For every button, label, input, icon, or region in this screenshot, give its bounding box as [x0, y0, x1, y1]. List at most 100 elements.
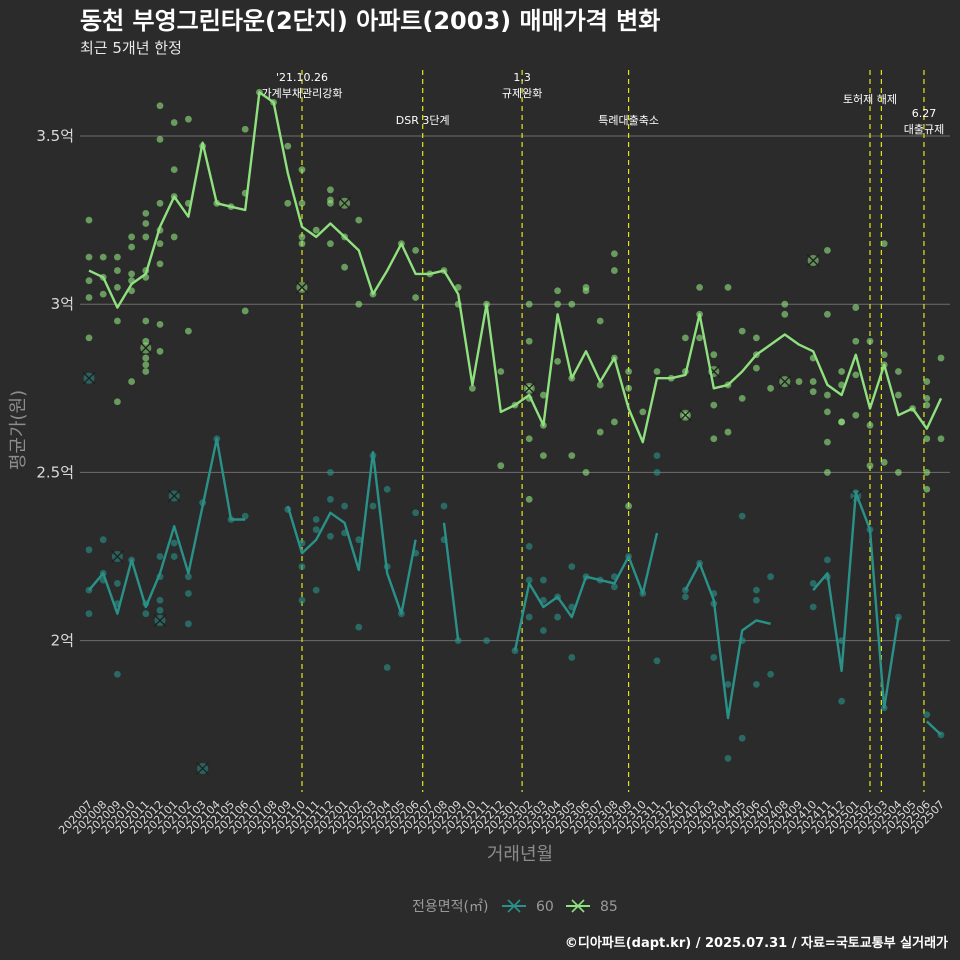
- point-85: [85, 253, 93, 261]
- point-85: [753, 334, 760, 342]
- point-85: [866, 337, 874, 345]
- point-60: [540, 627, 547, 634]
- point-85: [653, 368, 661, 375]
- point-60: [85, 610, 93, 618]
- point-60: [767, 670, 774, 678]
- point-85: [809, 388, 817, 396]
- point-85: [639, 408, 647, 416]
- point-85: [170, 166, 178, 174]
- point-85: [156, 320, 164, 328]
- point-85: [781, 300, 789, 308]
- point-85: [596, 317, 604, 325]
- point-85: [738, 395, 746, 402]
- point-85: [625, 502, 632, 510]
- point-60: [653, 469, 661, 476]
- point-85: [824, 408, 831, 416]
- point-85: [781, 310, 789, 318]
- point-85: [852, 337, 860, 345]
- point-85: [99, 253, 107, 261]
- event-label: 특례대출축소: [598, 114, 659, 127]
- point-85: [554, 358, 561, 365]
- point-60: [511, 647, 519, 655]
- point-60: [682, 593, 689, 601]
- point-85: [497, 368, 505, 375]
- point-85: [156, 240, 164, 248]
- marked-point-cross-icon: [806, 254, 820, 267]
- point-85: [114, 317, 121, 325]
- point-85: [540, 452, 547, 459]
- point-60: [142, 610, 150, 618]
- point-85: [724, 283, 732, 291]
- point-60: [185, 590, 192, 597]
- point-85: [85, 294, 93, 301]
- point-85: [625, 384, 632, 392]
- legend-item-85: 85: [566, 899, 618, 915]
- point-60: [611, 583, 618, 591]
- point-85: [156, 135, 164, 143]
- point-60: [738, 734, 746, 742]
- marked-point-cross-icon: [153, 613, 167, 627]
- point-85: [824, 438, 831, 446]
- point-85: [880, 240, 888, 248]
- point-85: [85, 216, 93, 224]
- point-60: [114, 580, 121, 587]
- event-label: 1.3: [513, 71, 531, 84]
- point-60: [383, 664, 391, 671]
- point-85: [880, 458, 888, 466]
- chart-title: 동천 부영그린타운(2단지) 아파트(2003) 매매가격 변화: [80, 7, 660, 35]
- y-axis-title: 평균가(원): [8, 390, 29, 470]
- point-85: [710, 351, 718, 359]
- point-60: [540, 576, 547, 584]
- point-60: [312, 516, 320, 523]
- point-85: [128, 378, 136, 385]
- point-60: [156, 606, 164, 614]
- point-60: [355, 536, 363, 544]
- point-85: [923, 378, 931, 385]
- marked-point-cross-icon: [139, 341, 153, 355]
- y-tick-label: 3.5억: [36, 127, 74, 145]
- point-85: [852, 304, 860, 311]
- point-60: [525, 543, 533, 550]
- point-85: [114, 253, 121, 261]
- event-label: 규제완화: [502, 87, 542, 100]
- point-85: [327, 199, 334, 207]
- event-label: 6.27: [912, 107, 937, 120]
- point-60: [525, 613, 533, 621]
- point-85: [923, 395, 931, 402]
- point-85: [923, 485, 931, 493]
- point-85: [824, 310, 831, 318]
- point-60: [327, 469, 334, 476]
- point-85: [412, 246, 419, 254]
- point-60: [753, 596, 760, 604]
- point-85: [895, 391, 902, 399]
- point-85: [596, 381, 604, 389]
- event-label: 가계부채관리강화: [262, 87, 343, 100]
- point-85: [554, 287, 561, 295]
- point-85: [937, 354, 945, 362]
- point-85: [852, 411, 860, 419]
- point-85: [525, 337, 533, 345]
- point-85: [824, 391, 831, 399]
- point-60: [738, 512, 746, 520]
- point-85: [312, 226, 320, 234]
- marked-point-cross-icon: [196, 761, 210, 775]
- point-60: [809, 580, 817, 587]
- legend-label-85: 85: [600, 899, 618, 915]
- point-85: [611, 418, 618, 426]
- point-85: [923, 469, 931, 476]
- point-85: [852, 371, 860, 379]
- marked-point-cross-icon: [167, 489, 181, 503]
- point-60: [114, 670, 121, 678]
- point-60: [312, 586, 320, 594]
- x-axis-title: 거래년월: [487, 844, 553, 865]
- y-tick-label: 3억: [51, 295, 74, 313]
- point-60: [327, 532, 334, 540]
- point-85: [554, 300, 561, 308]
- point-85: [142, 209, 150, 217]
- event-label: DSR 3단계: [396, 114, 450, 127]
- point-85: [625, 368, 632, 375]
- point-85: [611, 250, 618, 258]
- series-line-85: [88, 91, 943, 444]
